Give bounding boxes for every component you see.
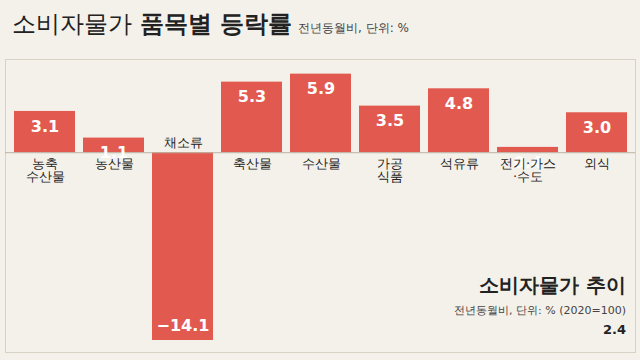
svg-text:−14.1: −14.1 [157, 316, 210, 335]
svg-text:농산물: 농산물 [95, 156, 134, 171]
html-text:전년동월비, 단위: % (2020=100): 전년동월비, 단위: % (2020=100) [454, 304, 626, 317]
svg-text:외식: 외식 [584, 156, 610, 171]
svg-text:4.8: 4.8 [445, 94, 473, 113]
svg-text:수산물: 수산물 [302, 156, 341, 171]
svg-text:5.3: 5.3 [238, 87, 266, 106]
svg-text:3.5: 3.5 [376, 111, 404, 130]
html-text:2.4: 2.4 [603, 322, 626, 337]
svg-text:채소류: 채소류 [164, 135, 203, 150]
svg-text:가공식품: 가공식품 [377, 156, 403, 184]
svg-text:전기·가스·수도: 전기·가스·수도 [500, 156, 556, 184]
svg-text:축산물: 축산물 [233, 156, 272, 171]
svg-text:석유류: 석유류 [440, 156, 479, 171]
html-text:소비자물가품목별 등락률 전년동월비, 단위: %: 소비자물가품목별 등락률 전년동월비, 단위: % [12, 10, 409, 38]
html-text:소비자물가 추이: 소비자물가 추이 [479, 273, 626, 297]
svg-text:3.1: 3.1 [31, 117, 59, 136]
svg-text:3.0: 3.0 [583, 118, 611, 137]
svg-text:농축수산물: 농축수산물 [26, 156, 65, 184]
svg-text:5.9: 5.9 [307, 79, 335, 98]
svg-text:1.1: 1.1 [99, 143, 129, 163]
